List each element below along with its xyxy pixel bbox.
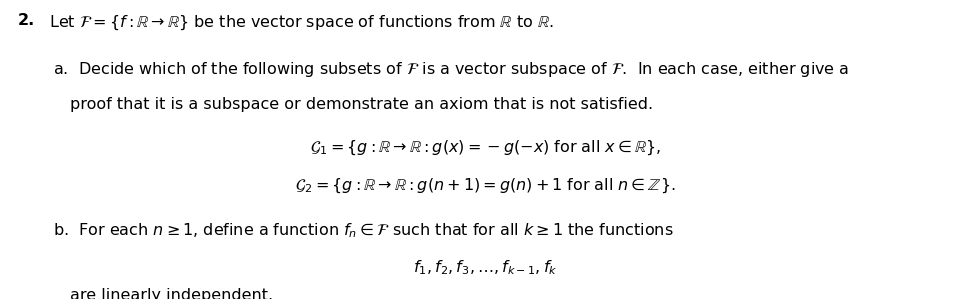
Text: $f_1, f_2, f_3, \ldots, f_{k-1}, f_k$: $f_1, f_2, f_3, \ldots, f_{k-1}, f_k$ [414, 259, 557, 277]
Text: a.  Decide which of the following subsets of $\mathcal{F}$ is a vector subspace : a. Decide which of the following subsets… [53, 60, 850, 79]
Text: $\mathcal{G}_2 = \{g : \mathbb{R} \to \mathbb{R} : g(n+1) = g(n) + 1\text{ for a: $\mathcal{G}_2 = \{g : \mathbb{R} \to \m… [295, 176, 676, 195]
Text: $\mathcal{G}_1 = \{g : \mathbb{R} \to \mathbb{R} : g(x) = -g(-x)\text{ for all }: $\mathcal{G}_1 = \{g : \mathbb{R} \to \m… [310, 139, 661, 158]
Text: proof that it is a subspace or demonstrate an axiom that is not satisfied.: proof that it is a subspace or demonstra… [70, 97, 653, 112]
Text: 2.: 2. [17, 13, 35, 28]
Text: are linearly independent.: are linearly independent. [70, 288, 273, 299]
Text: b.  For each $n \geq 1$, define a function $f_n \in \mathcal{F}$ such that for a: b. For each $n \geq 1$, define a functio… [53, 221, 674, 240]
Text: Let $\mathcal{F} = \{f : \mathbb{R} \to \mathbb{R}\}$ be the vector space of fun: Let $\mathcal{F} = \{f : \mathbb{R} \to … [39, 13, 553, 32]
